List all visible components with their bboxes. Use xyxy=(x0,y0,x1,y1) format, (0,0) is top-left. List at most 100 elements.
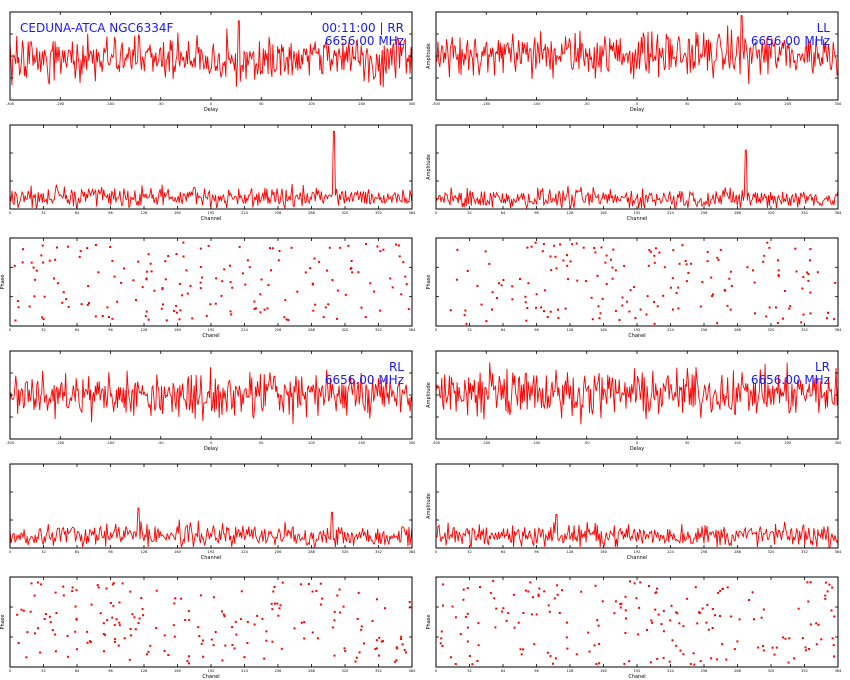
phase-point xyxy=(763,254,766,257)
x-tick-label: -300 xyxy=(432,102,440,106)
phase-point xyxy=(199,266,202,268)
phase-point xyxy=(111,259,114,262)
phase-point xyxy=(456,278,459,281)
phase-point xyxy=(639,581,642,584)
phase-point xyxy=(188,655,190,658)
x-tick-label: 0 xyxy=(9,328,11,332)
phase-point xyxy=(278,250,281,252)
phase-point xyxy=(465,322,468,325)
phase-point xyxy=(706,603,709,606)
x-tick-label: 0 xyxy=(435,669,437,673)
phase-point xyxy=(271,608,274,611)
x-tick-label: 0 xyxy=(636,102,638,106)
phase-point xyxy=(677,286,680,289)
phase-point xyxy=(554,657,557,660)
frame-ll-delay xyxy=(435,11,839,101)
phase-point xyxy=(712,293,714,296)
phase-point xyxy=(762,260,765,263)
phase-point xyxy=(33,295,36,298)
phase-point xyxy=(633,582,636,585)
x-tick-label: -50 xyxy=(584,441,590,445)
phase-point xyxy=(403,648,406,651)
x-tick-label: 288 xyxy=(734,550,741,554)
phase-point xyxy=(593,644,596,647)
phase-point xyxy=(519,278,521,280)
phase-point xyxy=(500,284,503,287)
baseline-label: 00:11:00 | RR xyxy=(322,21,404,35)
phase-point xyxy=(271,640,274,643)
phase-point xyxy=(99,612,102,615)
phase-point xyxy=(690,262,693,265)
x-axis-label: Delay xyxy=(204,446,218,452)
phase-point xyxy=(94,244,97,246)
x-tick-label: 160 xyxy=(174,328,181,332)
phase-point xyxy=(347,244,350,247)
phase-point xyxy=(678,622,681,625)
phase-point xyxy=(701,607,704,610)
phase-point xyxy=(754,312,756,315)
phase-point xyxy=(682,653,685,656)
phase-point xyxy=(621,304,624,307)
phase-point xyxy=(723,288,726,291)
phase-point xyxy=(760,616,763,619)
phase-point xyxy=(826,590,829,593)
frame-rr-phase xyxy=(9,237,413,327)
x-tick-label: 96 xyxy=(534,669,538,673)
phase-point xyxy=(188,618,191,621)
phase-point xyxy=(86,247,89,250)
x-tick-label: -100 xyxy=(107,102,115,106)
phase-point xyxy=(331,279,334,281)
phase-point xyxy=(549,310,552,313)
phase-point xyxy=(400,293,403,296)
phase-point xyxy=(78,255,81,258)
phase-point xyxy=(557,308,559,311)
phase-point xyxy=(62,585,65,588)
x-tick-label: 256 xyxy=(275,328,282,332)
phase-point xyxy=(692,652,695,655)
phase-point xyxy=(549,255,552,258)
phase-point xyxy=(826,317,828,320)
phase-point xyxy=(279,604,282,607)
phase-point xyxy=(462,598,465,601)
phase-point xyxy=(597,624,600,627)
phase-point xyxy=(450,656,452,659)
phase-point xyxy=(333,619,336,622)
phase-point xyxy=(820,638,823,641)
x-tick-label: 128 xyxy=(567,669,574,673)
phase-point xyxy=(520,653,523,656)
phase-point xyxy=(118,624,121,627)
x-tick-label: 32 xyxy=(41,550,45,554)
x-tick-label: 96 xyxy=(534,550,538,554)
phase-point xyxy=(672,249,675,252)
phase-point xyxy=(266,307,269,310)
phase-point xyxy=(241,272,244,275)
x-tick-label: 0 xyxy=(435,550,437,554)
phase-point xyxy=(707,628,710,631)
trace-ll-channel xyxy=(435,149,839,210)
phase-point xyxy=(556,593,559,596)
phase-point xyxy=(715,658,718,661)
phase-point xyxy=(623,264,626,267)
phase-point xyxy=(587,631,590,634)
x-tick-label: 192 xyxy=(634,328,641,332)
phase-point xyxy=(186,292,189,295)
y-axis-label: Phase xyxy=(426,275,432,290)
phase-point xyxy=(246,259,249,262)
phase-point xyxy=(648,585,650,587)
phase-point xyxy=(321,597,324,600)
phase-point xyxy=(234,620,237,623)
phase-point xyxy=(167,255,170,257)
phase-point xyxy=(765,315,768,318)
phase-point xyxy=(273,586,276,588)
x-tick-label: -50 xyxy=(584,102,590,106)
phase-point xyxy=(464,309,467,312)
phase-point xyxy=(272,590,275,593)
phase-point xyxy=(590,296,593,299)
phase-point xyxy=(633,286,636,289)
x-axis-label: Channel xyxy=(201,555,222,561)
phase-point xyxy=(807,273,810,275)
phase-point xyxy=(726,586,729,589)
phase-point xyxy=(333,610,336,613)
phase-point xyxy=(768,246,771,249)
phase-point xyxy=(557,316,560,319)
